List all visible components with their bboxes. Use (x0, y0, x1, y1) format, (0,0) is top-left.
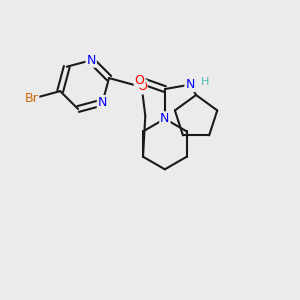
Text: N: N (160, 112, 170, 125)
Text: O: O (135, 74, 145, 87)
Text: N: N (185, 78, 195, 91)
Text: O: O (137, 80, 147, 94)
Text: H: H (201, 76, 209, 87)
Text: N: N (98, 96, 107, 109)
Text: Br: Br (25, 92, 38, 105)
Text: N: N (86, 54, 96, 67)
